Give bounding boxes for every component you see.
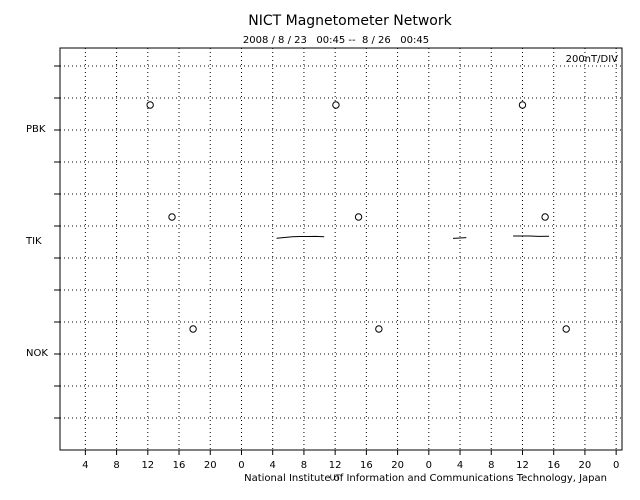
x-tick-label: 8 xyxy=(301,460,307,471)
x-tick-label: 16 xyxy=(360,460,373,471)
x-axis-label: UT xyxy=(330,474,341,483)
station-label: PBK xyxy=(26,124,46,135)
x-tick-label: 8 xyxy=(488,460,494,471)
x-tick-label: 12 xyxy=(516,460,529,471)
x-tick-label: 4 xyxy=(457,460,463,471)
noon-marker xyxy=(518,101,527,109)
chart-subtitle: 2008 / 8 / 23 00:45 -- 8 / 26 00:45 xyxy=(243,35,429,46)
footer: National Institute of Information and Co… xyxy=(244,473,607,484)
chart-title: NICT Magnetometer Network xyxy=(248,13,452,29)
x-tick-label: 16 xyxy=(173,460,186,471)
noon-marker xyxy=(354,213,363,221)
x-tick-label: 20 xyxy=(204,460,217,471)
x-tick-label: 16 xyxy=(547,460,560,471)
x-tick-label: 12 xyxy=(141,460,154,471)
x-tick-label: 0 xyxy=(613,460,619,471)
station-label: TIK xyxy=(25,236,42,247)
noon-marker xyxy=(168,213,176,221)
x-tick-label: 4 xyxy=(82,460,88,471)
x-tick-label: 4 xyxy=(270,460,276,471)
x-tick-label: 0 xyxy=(426,460,432,471)
noon-marker xyxy=(332,101,340,109)
x-tick-label: 20 xyxy=(579,460,592,471)
noon-marker xyxy=(562,325,570,333)
x-tick-label: 8 xyxy=(113,460,119,471)
trace xyxy=(276,235,550,239)
noon-marker xyxy=(189,325,197,333)
x-tick-label: 0 xyxy=(238,460,244,471)
plot-frame xyxy=(59,47,623,451)
noon-marker xyxy=(375,325,383,333)
noon-marker xyxy=(541,213,549,221)
x-tick-label: 20 xyxy=(391,460,404,471)
station-label: NOK xyxy=(26,348,48,359)
noon-marker xyxy=(146,101,154,109)
scale-label: 200nT/DIV xyxy=(566,54,619,65)
x-tick-label: 12 xyxy=(329,460,342,471)
